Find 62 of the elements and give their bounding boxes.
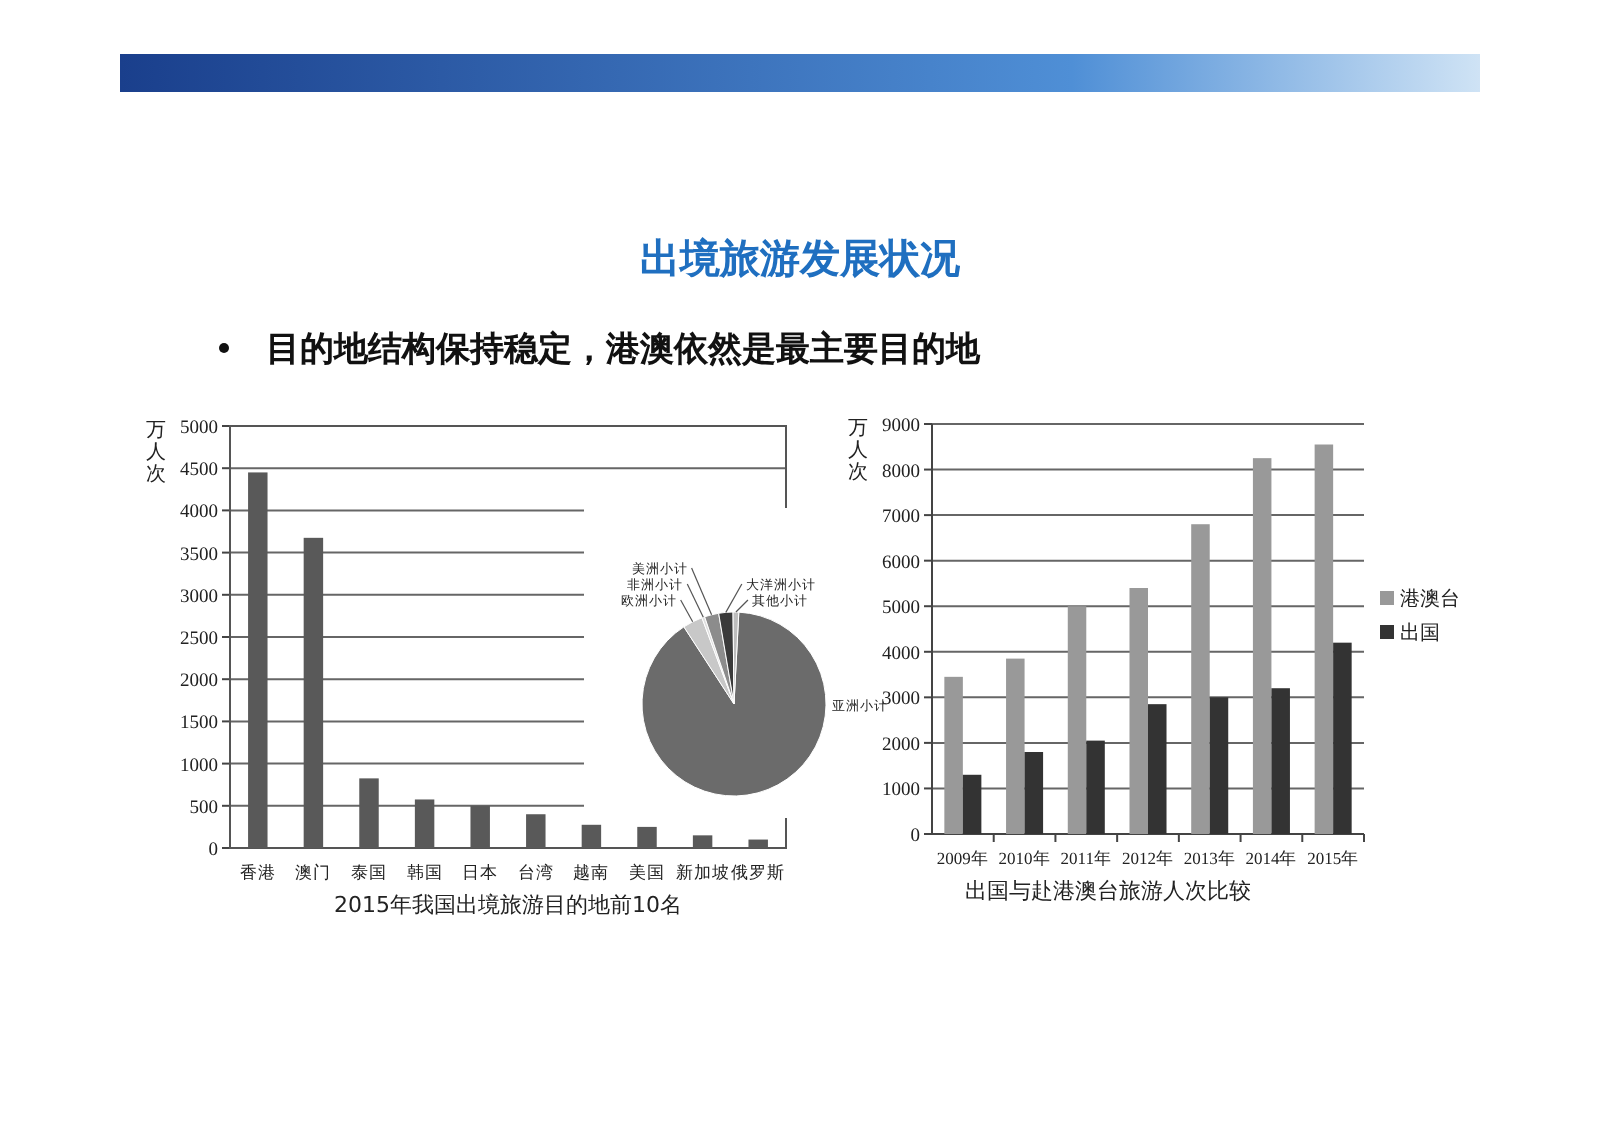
- pie-slice: [641, 611, 827, 797]
- x-tick-label: 泰国: [351, 862, 387, 882]
- text: 出国与赴港澳台旅游人次比较: [965, 878, 1251, 904]
- bar: [1333, 642, 1352, 834]
- bar: [1067, 606, 1087, 834]
- y-tick-label: 9000: [882, 417, 921, 437]
- y-tick-label: 4500: [180, 461, 219, 482]
- x-tick-label: 澳门: [295, 862, 332, 882]
- y-tick-label: 2000: [882, 735, 921, 756]
- x-tick-label: 2009年: [936, 848, 989, 868]
- y-tick-label: 3000: [882, 690, 921, 711]
- x-tick-label: 2010年: [998, 848, 1051, 868]
- legend-label: 出国: [1400, 621, 1440, 645]
- y-tick-label: 3500: [180, 545, 219, 566]
- bar: [1209, 697, 1229, 834]
- x-tick-label: 2013年: [1183, 848, 1236, 868]
- y-tick-label: 6000: [882, 553, 921, 574]
- bar: [1314, 444, 1334, 834]
- pie-slice: [683, 617, 735, 705]
- chart-title: 出境旅游发展状况: [640, 234, 962, 282]
- x-tick-label: 2012年: [1122, 848, 1174, 868]
- y-tick-label: 0: [910, 827, 921, 847]
- legend-label: 港澳台: [1400, 587, 1460, 611]
- y-tick-label: 7000: [882, 508, 921, 529]
- bar: [1006, 658, 1025, 834]
- bar: [1252, 458, 1272, 834]
- bar: [962, 774, 982, 834]
- bar: [1148, 704, 1167, 834]
- x-tick-label: 越南: [573, 862, 610, 882]
- y-tick-label: 500: [189, 798, 219, 819]
- y-tick-label: 5000: [882, 599, 921, 620]
- x-tick-label: 2014年: [1245, 848, 1298, 868]
- y-tick-label: 2500: [180, 630, 219, 650]
- x-tick-label: 日本: [462, 862, 499, 882]
- y-tick-label: 4000: [180, 503, 219, 524]
- x-tick-label: 2015年: [1307, 848, 1360, 868]
- x-tick-label: 韩国: [406, 862, 443, 882]
- x-tick-label: 俄罗斯: [731, 862, 786, 882]
- x-tick-label: 美国: [629, 862, 665, 882]
- y-tick-label: 1000: [180, 756, 219, 777]
- x-tick-label: 香港: [239, 862, 276, 882]
- x-tick-label: 台湾: [517, 862, 554, 882]
- y-tick-label: 1500: [180, 714, 219, 735]
- bar: [1024, 752, 1044, 834]
- bar: [1191, 524, 1210, 834]
- y-axis-title: 万人次: [848, 418, 868, 484]
- bar: [1086, 740, 1105, 834]
- y-tick-label: 8000: [882, 462, 921, 483]
- bar: [944, 676, 963, 834]
- y-tick-label: 3000: [180, 587, 219, 608]
- bar: [1129, 588, 1148, 834]
- chart-subtitle: 目的地结构保持稳定，港澳依然是最主要目的地: [266, 330, 982, 370]
- y-tick-label: 2000: [180, 672, 219, 693]
- x-tick-label: 2011年: [1060, 848, 1112, 868]
- y-tick-label: 4000: [882, 644, 921, 665]
- y-tick-label: 1000: [882, 781, 921, 802]
- y-tick-label: 5000: [180, 419, 219, 439]
- y-tick-label: 0: [208, 841, 219, 861]
- text: 2015年我国出境旅游目的地前10名: [334, 892, 682, 918]
- x-tick-label: 新加坡: [675, 862, 730, 882]
- bar: [1271, 688, 1290, 834]
- y-axis-title: 万人次: [146, 420, 166, 486]
